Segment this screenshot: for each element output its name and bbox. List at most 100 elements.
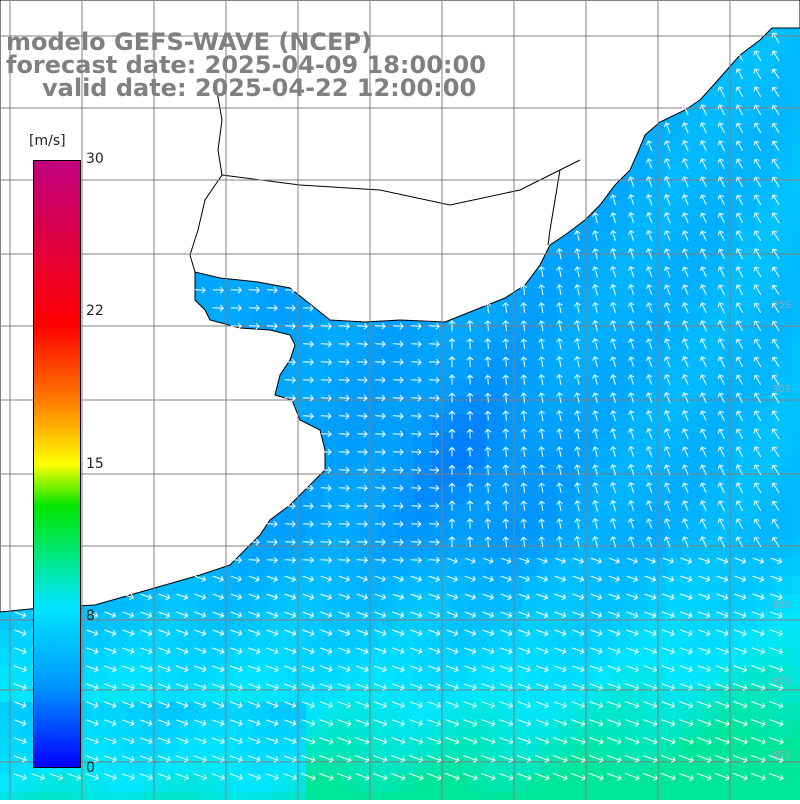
wind-arrow	[608, 629, 621, 637]
wind-cell	[252, 738, 270, 756]
wind-cell	[774, 270, 792, 288]
wind-arrow	[193, 683, 207, 691]
wind-cell	[666, 558, 684, 576]
wind-arrow	[502, 374, 510, 385]
wind-arrow	[538, 302, 545, 314]
wind-arrow	[592, 266, 599, 278]
wind-arrow	[734, 593, 747, 601]
wind-cell	[324, 396, 342, 414]
wind-cell	[288, 504, 306, 522]
wind-cell	[756, 36, 774, 54]
wind-cell	[252, 558, 270, 576]
wind-cell	[270, 306, 288, 324]
wind-cell	[576, 306, 594, 324]
wind-arrow	[229, 755, 243, 763]
wind-cell	[702, 108, 720, 126]
wind-cell	[522, 288, 540, 306]
wind-cell	[252, 756, 270, 774]
wind-arrow	[355, 737, 370, 745]
wind-arrow	[590, 575, 602, 583]
wind-cell	[684, 594, 702, 612]
wind-arrow	[248, 701, 261, 709]
wind-arrow	[592, 536, 599, 548]
wind-arrow	[768, 772, 784, 781]
wind-arrow	[663, 500, 671, 512]
wind-arrow	[230, 593, 242, 601]
wind-arrow	[320, 520, 332, 528]
wind-arrow	[283, 647, 297, 655]
wind-cell	[738, 486, 756, 504]
wind-cell	[468, 414, 486, 432]
wind-cell	[792, 630, 800, 648]
wind-arrow	[735, 266, 744, 278]
wind-cell	[108, 720, 126, 738]
wind-arrow	[556, 266, 563, 278]
wind-arrow	[520, 536, 528, 547]
wind-arrow	[392, 556, 404, 564]
wind-cell	[432, 378, 450, 396]
wind-arrow	[699, 356, 707, 368]
wind-cell	[594, 522, 612, 540]
wind-arrow	[448, 446, 456, 457]
wind-cell	[522, 396, 540, 414]
colorbar-tick-30: 30	[86, 151, 104, 167]
wind-cell	[792, 36, 800, 54]
wind-cell	[774, 432, 792, 450]
wind-arrow	[552, 755, 568, 763]
wind-arrow	[716, 557, 729, 565]
wind-cell	[0, 666, 18, 684]
wind-arrow	[733, 665, 748, 673]
wind-cell	[612, 234, 630, 252]
wind-arrow	[645, 140, 653, 152]
wind-cell	[576, 504, 594, 522]
wind-cell	[288, 792, 306, 804]
wind-arrow	[446, 611, 459, 619]
wind-arrow	[13, 647, 27, 655]
wind-arrow	[679, 647, 693, 655]
wind-arrow	[121, 737, 135, 745]
wind-cell	[288, 702, 306, 720]
wind-cell	[324, 504, 342, 522]
wind-cell	[666, 540, 684, 558]
wind-arrow	[373, 755, 388, 763]
wind-cell	[594, 612, 612, 630]
wind-cell	[576, 270, 594, 288]
wind-cell	[648, 270, 666, 288]
wind-cell	[738, 252, 756, 270]
wind-arrow	[535, 701, 549, 709]
wind-cell	[612, 414, 630, 432]
wind-cell	[684, 216, 702, 234]
wind-cell	[576, 756, 594, 774]
wind-arrow	[517, 701, 531, 709]
wind-arrow	[338, 484, 350, 492]
wind-cell	[666, 612, 684, 630]
wind-arrow	[753, 518, 762, 530]
wind-arrow	[752, 593, 765, 601]
wind-cell	[414, 630, 432, 648]
wind-cell	[630, 216, 648, 234]
wind-cell	[576, 738, 594, 756]
wind-cell	[630, 540, 648, 558]
wind-cell	[522, 774, 540, 792]
wind-arrow	[627, 536, 635, 548]
wind-arrow	[770, 575, 783, 583]
wind-arrow	[735, 464, 744, 476]
wind-arrow	[536, 611, 549, 619]
wind-cell	[774, 216, 792, 234]
wind-cell	[378, 432, 396, 450]
wind-arrow	[627, 284, 635, 296]
wind-arrow	[717, 536, 726, 548]
wind-arrow	[284, 286, 296, 294]
wind-cell	[540, 396, 558, 414]
wind-arrow	[392, 394, 404, 402]
wind-arrow	[681, 194, 689, 206]
wind-cell	[396, 738, 414, 756]
wind-cell	[774, 288, 792, 306]
wind-arrow	[356, 484, 368, 492]
wind-cell	[504, 468, 522, 486]
wind-arrow	[717, 464, 725, 476]
wind-cell	[756, 72, 774, 90]
wind-cell	[378, 630, 396, 648]
wind-cell	[702, 792, 720, 804]
wind-cell	[792, 198, 800, 216]
